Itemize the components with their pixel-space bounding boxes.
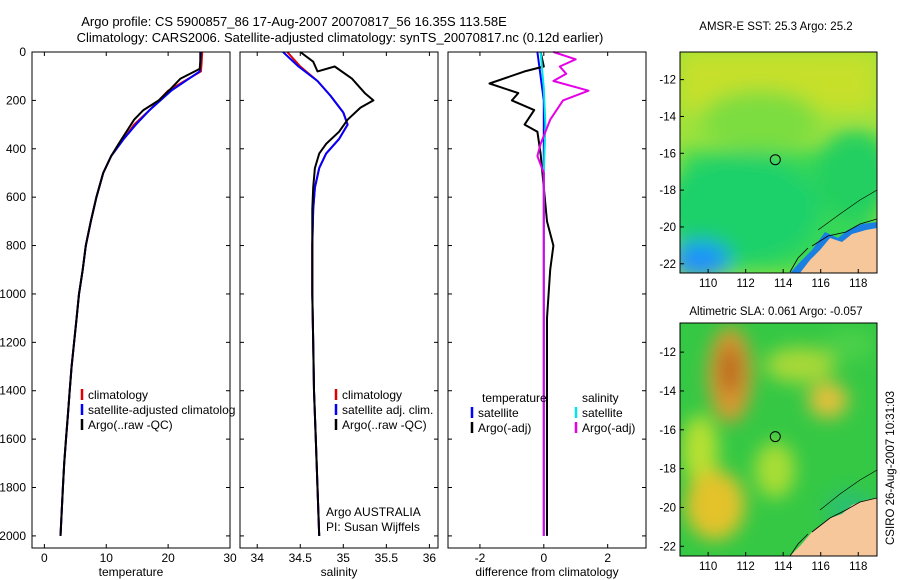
- x-tick-label: 35: [337, 551, 351, 565]
- y-tick-label: 2000: [0, 529, 26, 543]
- legend-entry: Argo(-adj): [478, 421, 531, 435]
- map-x-tick-label: 118: [849, 278, 867, 290]
- x-axis-label: difference from climatology: [475, 565, 618, 579]
- plot-frame: [239, 51, 439, 549]
- y-tick-label: 400: [6, 142, 26, 156]
- map-x-tick-label: 110: [699, 278, 717, 290]
- series-line-3: [536, 51, 590, 536]
- map-y-tick-label: -22: [659, 541, 676, 553]
- x-tick-label: 35.5: [375, 551, 399, 565]
- x-axis-label: salinity: [321, 565, 358, 579]
- map-x-tick-label: 112: [736, 278, 754, 290]
- temperature-panel: 0 200 400 600 800 1000 1200 1400 1600 1800 2000 0 10…: [0, 45, 237, 579]
- legend-entry: climatology: [88, 388, 148, 402]
- sst-argo-location-marker: [769, 154, 781, 166]
- map-y-tick-label: -20: [659, 222, 676, 234]
- legend-group-title: temperature: [482, 391, 547, 405]
- x-tick-label: 36: [423, 551, 437, 565]
- map-x-tick-label: 116: [812, 561, 830, 573]
- x-tick-label: 10: [100, 551, 114, 565]
- sst-map-title: AMSR-E SST: 25.3 Argo: 25.2: [699, 21, 852, 33]
- x-tick-label: 0: [41, 551, 48, 565]
- legend-entry: satellite adj. clim.: [342, 403, 433, 417]
- map-y-tick-label: -12: [659, 75, 676, 87]
- map-x-tick-label: 112: [736, 561, 754, 573]
- y-tick-label: 0: [19, 45, 26, 59]
- x-tick-label: 30: [223, 551, 237, 565]
- figure-title-line2: Climatology: CARS2006. Satellite-adjuste…: [77, 30, 604, 45]
- sla-argo-location-marker: [769, 431, 781, 443]
- map-y-tick-label: -20: [659, 502, 676, 514]
- salinity-panel: 34 34.5 35 35.5 36 salinity climatologysatelli…: [239, 51, 439, 579]
- legend-entry: Argo(-adj): [582, 421, 635, 435]
- plot-frame: [447, 51, 647, 549]
- map-y-tick-label: -18: [659, 464, 676, 476]
- side-timestamp-label: CSIRO 26-Aug-2007 10:31:03: [885, 391, 897, 545]
- map-x-tick-label: 114: [774, 561, 793, 573]
- legend-entry: satellite: [582, 406, 623, 420]
- sst-land: [800, 228, 877, 273]
- y-tick-label: 1600: [0, 432, 26, 446]
- y-tick-label: 1800: [0, 481, 26, 495]
- x-tick-label: 0: [540, 551, 547, 565]
- x-tick-label: -2: [475, 551, 486, 565]
- map-y-tick-label: -18: [659, 185, 676, 197]
- legend-entry: satellite-adjusted climatolog: [88, 403, 235, 417]
- map-y-tick-label: -14: [659, 386, 676, 398]
- legend-entry: Argo(..raw -QC): [342, 418, 427, 432]
- map-y-tick-label: -22: [659, 259, 676, 271]
- sst-map: AMSR-E SST: 25.3 Argo: 25.2 110 112 114 116…: [659, 21, 878, 290]
- y-tick-label: 600: [6, 190, 26, 204]
- map-x-tick-label: 116: [812, 278, 830, 290]
- series-line-1: [488, 51, 555, 536]
- sla-map-title: Altimetric SLA: 0.061 Argo: -0.057: [689, 306, 862, 318]
- y-tick-label: 1400: [0, 384, 26, 398]
- legend-entry: climatology: [342, 388, 402, 402]
- y-tick-label: 800: [6, 239, 26, 253]
- legend-entry: Argo(..raw -QC): [88, 418, 173, 432]
- series-line-2: [59, 52, 202, 536]
- legend-entry: satellite: [478, 406, 519, 420]
- map-x-tick-label: 110: [699, 561, 717, 573]
- map-y-tick-label: -12: [659, 347, 676, 359]
- series-line-2: [299, 51, 375, 536]
- legend-group-title: salinity: [582, 391, 619, 405]
- map-x-tick-label: 114: [774, 278, 793, 290]
- x-tick-label: 20: [161, 551, 175, 565]
- map-x-tick-label: 118: [849, 561, 867, 573]
- y-tick-label: 200: [6, 93, 26, 107]
- annotation-line: PI: Susan Wijffels: [326, 520, 420, 534]
- series-line-1: [282, 51, 349, 536]
- x-tick-label: 34: [251, 551, 265, 565]
- map-y-tick-label: -16: [659, 148, 676, 160]
- sla-map: Altimetric SLA: 0.061 Argo: -0.057 110 11…: [659, 306, 878, 573]
- x-tick-label: 34.5: [289, 551, 313, 565]
- x-tick-label: 2: [604, 551, 611, 565]
- figure-title-line1: Argo profile: CS 5900857_86 17-Aug-2007 …: [81, 14, 507, 29]
- map-y-tick-label: -16: [659, 425, 676, 437]
- x-axis-label: temperature: [99, 565, 164, 579]
- map-y-tick-label: -14: [659, 111, 676, 123]
- y-tick-label: 1200: [0, 335, 26, 349]
- y-tick-label: 1000: [0, 287, 26, 301]
- plot-frame: [31, 51, 231, 549]
- annotation-line: Argo AUSTRALIA: [326, 505, 421, 519]
- sla-land: [790, 498, 877, 556]
